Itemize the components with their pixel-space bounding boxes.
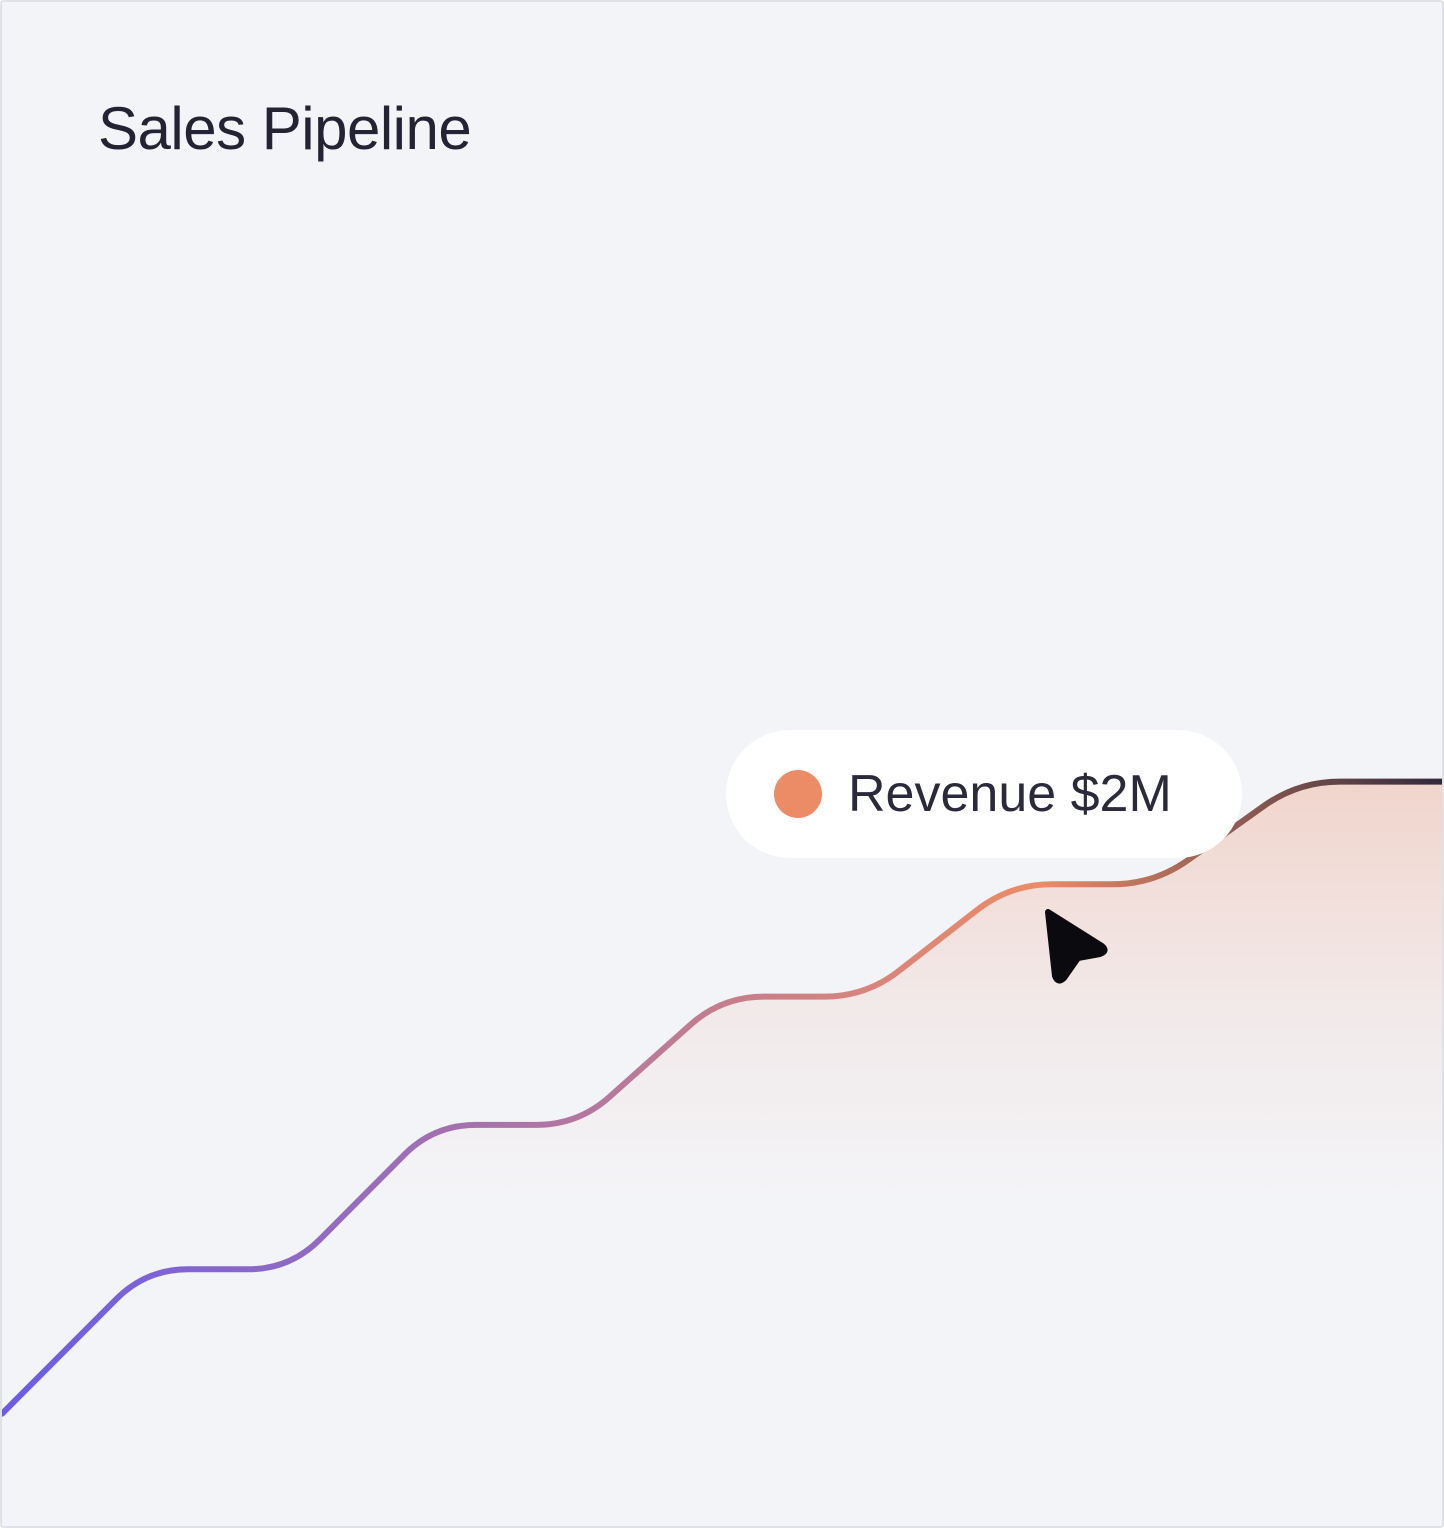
- tooltip-series-name: Revenue: [848, 765, 1057, 823]
- data-point-7[interactable]: [1000, 874, 1020, 894]
- revenue-area: [2, 781, 1442, 1414]
- series-color-dot: [774, 770, 822, 818]
- revenue-series-line[interactable]: [2, 778, 1442, 1417]
- data-point-1[interactable]: [136, 1259, 156, 1279]
- data-point-4[interactable]: [568, 1115, 588, 1135]
- mouse-pointer-icon: [1045, 909, 1108, 984]
- data-point-3[interactable]: [424, 1115, 444, 1135]
- data-point-2[interactable]: [280, 1259, 300, 1279]
- value-tooltip: Revenue $2M: [726, 730, 1242, 858]
- chart-title: Sales Pipeline: [98, 95, 472, 162]
- data-point-5[interactable]: [712, 987, 732, 1007]
- data-point-6[interactable]: [856, 987, 876, 1007]
- data-point-8[interactable]: [1144, 874, 1164, 894]
- data-point-9[interactable]: [1288, 772, 1308, 792]
- tooltip-label: Revenue $2M: [848, 764, 1172, 824]
- tooltip-value: $2M: [1070, 765, 1172, 823]
